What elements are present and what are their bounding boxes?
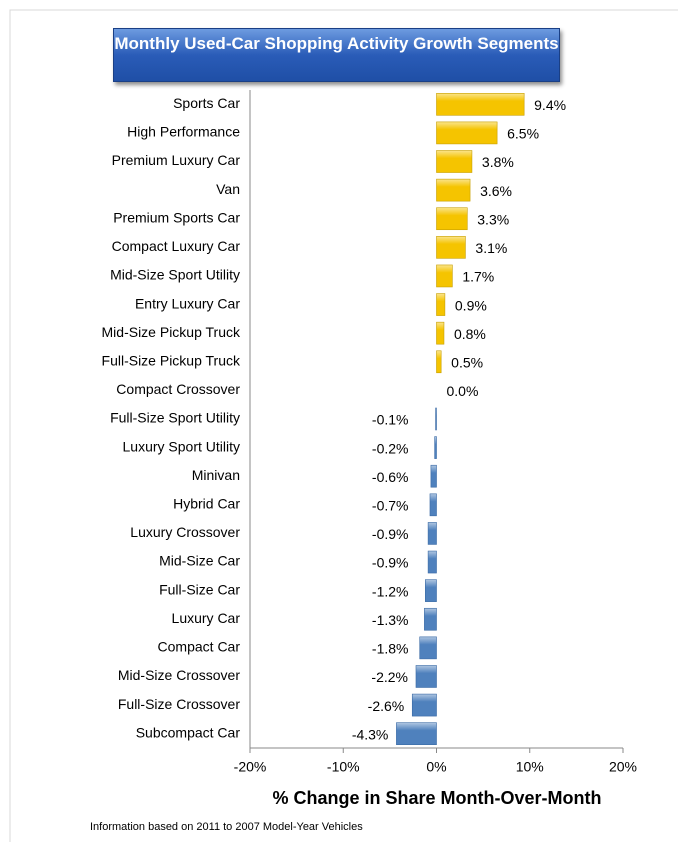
y-tick-label: Compact Crossover [116, 381, 240, 397]
bar [430, 464, 437, 488]
y-tick-label: Full-Size Car [159, 581, 240, 597]
bar [434, 436, 437, 459]
y-tick-label: Premium Sports Car [113, 209, 240, 225]
frame [9, 9, 678, 842]
data-label: -1.2% [372, 583, 409, 599]
bar [427, 550, 437, 574]
y-tick-label: Subcompact Car [136, 724, 241, 740]
x-tick-label: 10% [516, 759, 544, 775]
data-label: 0.5% [451, 354, 483, 370]
bar [436, 93, 525, 116]
data-label: 9.4% [534, 97, 566, 113]
bar [436, 264, 453, 288]
data-label: 0.8% [454, 326, 486, 342]
x-tick-label: -20% [234, 759, 267, 775]
footnote: Information based on 2011 to 2007 Model-… [90, 821, 363, 833]
data-label: 3.8% [482, 154, 514, 170]
bar [436, 321, 445, 345]
y-tick-label: Full-Size Sport Utility [110, 410, 240, 426]
y-tick-label: Entry Luxury Car [135, 295, 240, 311]
bar [436, 293, 446, 316]
data-label: -0.9% [372, 526, 409, 542]
y-tick-label: Mid-Size Sport Utility [110, 267, 240, 283]
data-label: 3.3% [477, 211, 509, 227]
y-tick-label: Mid-Size Car [159, 553, 240, 569]
data-label: -1.8% [372, 641, 409, 657]
bar [435, 407, 437, 431]
y-tick-label: Hybrid Car [173, 496, 240, 512]
bar [436, 150, 473, 173]
x-axis-title: % Change in Share Month-Over-Month [272, 788, 601, 808]
data-label: -0.6% [372, 469, 409, 485]
data-label: -0.1% [372, 412, 409, 428]
x-tick-label: 20% [609, 759, 637, 775]
y-tick-label: Van [216, 181, 240, 197]
data-label: 3.1% [475, 240, 507, 256]
y-tick-label: Full-Size Pickup Truck [102, 352, 241, 368]
bar [424, 607, 437, 631]
y-tick-label: High Performance [127, 124, 240, 140]
bar [425, 579, 437, 602]
data-label: 0.0% [447, 383, 479, 399]
data-label: 3.6% [480, 183, 512, 199]
data-label: 0.9% [455, 297, 487, 313]
data-label: 6.5% [507, 126, 539, 142]
data-label: -2.2% [371, 669, 408, 685]
x-tick-label: 0% [426, 759, 446, 775]
y-tick-label: Sports Car [173, 95, 240, 111]
y-tick-label: Luxury Crossover [130, 524, 240, 540]
data-label: -0.9% [372, 555, 409, 571]
bar [429, 493, 437, 517]
bar [427, 522, 437, 545]
data-label: 1.7% [462, 269, 494, 285]
bar [419, 636, 437, 660]
y-tick-label: Premium Luxury Car [112, 152, 241, 168]
y-tick-label: Luxury Sport Utility [123, 438, 240, 454]
bar [415, 665, 437, 688]
y-tick-label: Compact Luxury Car [112, 238, 241, 254]
y-tick-label: Mid-Size Crossover [118, 667, 240, 683]
data-label: -0.2% [372, 440, 409, 456]
bar [396, 722, 437, 745]
y-tick-label: Full-Size Crossover [118, 696, 240, 712]
y-tick-label: Compact Car [158, 639, 241, 655]
data-label: -0.7% [372, 498, 409, 514]
y-tick-label: Mid-Size Pickup Truck [102, 324, 241, 340]
bar [436, 236, 466, 259]
data-label: -4.3% [352, 726, 389, 742]
bar [436, 178, 471, 202]
bar [411, 693, 437, 717]
data-label: -2.6% [368, 698, 405, 714]
bar [436, 207, 468, 231]
y-tick-label: Minivan [192, 467, 240, 483]
bar [436, 121, 498, 145]
x-tick-label: -10% [327, 759, 360, 775]
y-tick-label: Luxury Car [172, 610, 241, 626]
chart-title: Monthly Used-Car Shopping Activity Growt… [113, 28, 560, 82]
data-label: -1.3% [372, 612, 409, 628]
bar [436, 350, 442, 374]
